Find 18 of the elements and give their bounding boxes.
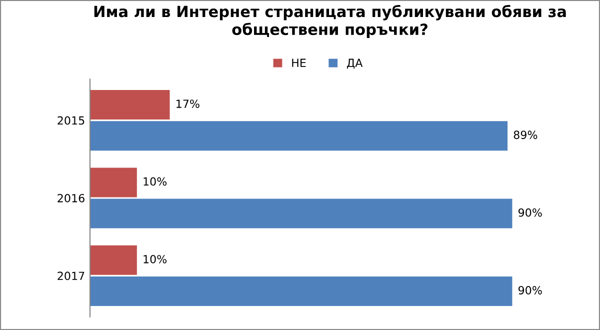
- data-label: 89%: [514, 130, 538, 140]
- bar: [90, 90, 170, 120]
- data-label: 10%: [144, 254, 167, 264]
- data-label: 17%: [176, 100, 200, 108]
- legend-label: НЕ: [292, 58, 306, 67]
- y-tick-label: 2017: [58, 272, 84, 280]
- bar: [90, 121, 508, 151]
- bar: [90, 276, 512, 306]
- data-label: 90%: [518, 208, 542, 217]
- y-tick-label: 2015: [58, 116, 84, 125]
- bar: [90, 245, 137, 275]
- data-label: 10%: [144, 177, 167, 186]
- bar: [90, 168, 137, 198]
- bar: [90, 198, 512, 228]
- y-tick-label: 2016: [58, 194, 84, 202]
- data-label: 90%: [518, 286, 542, 294]
- chart-title: Има ли в Интернет страницата публикувани обяви за обществени поръчки?: [94, 4, 566, 38]
- legend-label: ДА: [346, 58, 363, 69]
